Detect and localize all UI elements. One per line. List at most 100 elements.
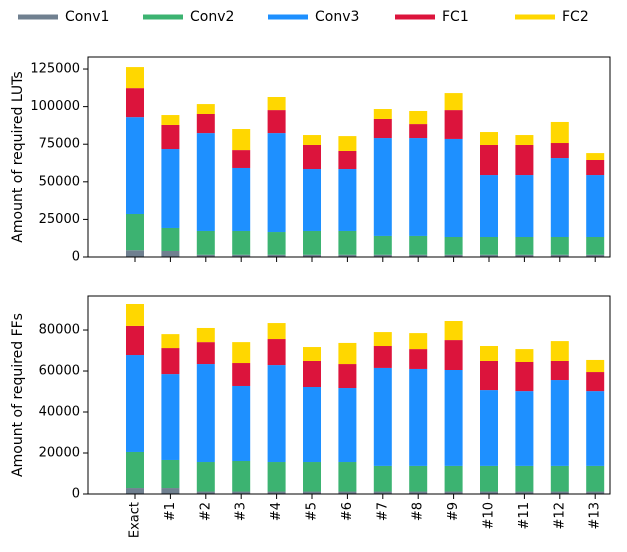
legend-label: Conv1 bbox=[65, 9, 109, 25]
bar-segment bbox=[338, 342, 357, 365]
bar-segment bbox=[515, 144, 534, 176]
bar-segment bbox=[480, 390, 498, 466]
bar-segment bbox=[196, 342, 215, 365]
bar-segment bbox=[515, 135, 534, 145]
bar-segment bbox=[338, 150, 357, 170]
bar-segment bbox=[444, 138, 463, 237]
bar-segment bbox=[267, 232, 286, 255]
legend-label: FC2 bbox=[562, 9, 589, 25]
bar-segment bbox=[338, 254, 357, 257]
y-tick-label: 60000 bbox=[39, 364, 80, 379]
bar-segment bbox=[196, 327, 215, 343]
bar-segment bbox=[161, 115, 180, 125]
x-tick-label: #3 bbox=[234, 502, 249, 521]
bar-segment bbox=[126, 250, 144, 257]
bar-segment bbox=[196, 104, 215, 114]
bar-segment bbox=[409, 491, 428, 494]
x-tick-label: #12 bbox=[552, 502, 567, 529]
bar-segment bbox=[444, 110, 463, 139]
x-tick-label: #10 bbox=[482, 502, 497, 529]
bar-segment bbox=[161, 459, 180, 489]
bar-segment bbox=[586, 372, 605, 392]
bar-segment bbox=[303, 491, 321, 494]
bar-segment bbox=[161, 348, 180, 375]
bar-segment bbox=[161, 227, 180, 251]
y-axis-label: Amount of required FFs bbox=[10, 313, 26, 477]
bar-segment bbox=[232, 150, 251, 168]
bar-segment bbox=[409, 110, 428, 125]
bar-segment bbox=[515, 491, 534, 494]
y-tick-label: 100000 bbox=[30, 99, 80, 114]
bar-segment bbox=[550, 341, 569, 361]
x-tick-label: #13 bbox=[588, 502, 603, 529]
bar-segment bbox=[232, 167, 251, 231]
x-tick-label: #5 bbox=[305, 502, 320, 521]
bar-segment bbox=[267, 323, 286, 340]
bar-segment bbox=[303, 462, 321, 492]
bar-segment bbox=[586, 465, 605, 492]
bar-segment bbox=[373, 254, 392, 257]
bar-segment bbox=[196, 133, 215, 231]
bar-segment bbox=[373, 138, 392, 236]
bar-segment bbox=[550, 158, 569, 237]
bar-segment bbox=[586, 359, 605, 373]
bar-segment bbox=[586, 175, 605, 237]
bar-segment bbox=[338, 169, 357, 231]
bar-segment bbox=[409, 349, 428, 369]
bar-segment bbox=[338, 462, 357, 492]
x-tick-label: #4 bbox=[269, 502, 284, 521]
bar-segment bbox=[232, 342, 251, 364]
bar-segment bbox=[232, 491, 251, 494]
y-tick-label: 0 bbox=[72, 487, 80, 502]
bar-segment bbox=[196, 364, 215, 463]
bar-segment bbox=[303, 254, 321, 257]
bar-segment bbox=[586, 391, 605, 466]
y-tick-label: 125000 bbox=[30, 62, 80, 77]
bar-segment bbox=[161, 334, 180, 349]
bar-segment bbox=[550, 237, 569, 255]
bar-segment bbox=[161, 374, 180, 460]
y-axis-label: Amount of required LUTs bbox=[10, 71, 26, 242]
bar-segment bbox=[373, 118, 392, 139]
bar-segment bbox=[444, 321, 463, 341]
bar-segment bbox=[373, 491, 392, 494]
bar-segment bbox=[196, 113, 215, 134]
bar-segment bbox=[586, 491, 605, 494]
bar-segment bbox=[444, 340, 463, 370]
bar-segment bbox=[515, 254, 534, 257]
legend-label: Conv3 bbox=[315, 9, 359, 25]
bar-segment bbox=[480, 346, 498, 361]
axes-frame bbox=[87, 295, 611, 495]
bar-segment bbox=[303, 169, 321, 231]
bar-segment bbox=[480, 132, 498, 145]
bar-segment bbox=[515, 237, 534, 255]
bar-segment bbox=[409, 124, 428, 139]
x-tick-label: #6 bbox=[340, 502, 355, 521]
bar-segment bbox=[232, 230, 251, 255]
bar-segment bbox=[338, 230, 357, 255]
bar-segment bbox=[373, 346, 392, 368]
x-tick-label: #2 bbox=[198, 502, 213, 521]
bar-segment bbox=[232, 363, 251, 386]
y-tick-label: 80000 bbox=[39, 323, 80, 338]
bar-segment bbox=[550, 121, 569, 144]
bar-segment bbox=[126, 355, 144, 452]
bar-segment bbox=[126, 325, 144, 356]
bar-segment bbox=[126, 67, 144, 89]
bar-segment bbox=[515, 175, 534, 237]
bar-segment bbox=[196, 462, 215, 492]
bar-segment bbox=[373, 235, 392, 255]
bar-segment bbox=[515, 362, 534, 392]
bar-segment bbox=[480, 175, 498, 237]
bar-segment bbox=[126, 488, 144, 494]
bar-segment bbox=[338, 491, 357, 494]
bar-segment bbox=[161, 488, 180, 494]
bar-segment bbox=[444, 93, 463, 111]
bar-segment bbox=[267, 97, 286, 111]
y-tick-label: 0 bbox=[72, 250, 80, 265]
bar-segment bbox=[480, 491, 498, 494]
bar-segment bbox=[586, 153, 605, 161]
bar-segment bbox=[515, 391, 534, 466]
bar-segment bbox=[409, 254, 428, 257]
